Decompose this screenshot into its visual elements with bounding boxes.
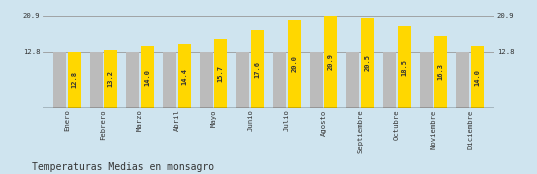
Text: 13.2: 13.2 [108,70,114,87]
Text: 14.0: 14.0 [144,69,150,86]
Bar [383,52,396,108]
Bar [178,45,191,108]
Bar [434,36,447,108]
Text: 15.7: 15.7 [218,65,224,82]
Bar [104,50,117,108]
Bar [471,46,484,108]
Bar [456,52,469,108]
Text: 12.8: 12.8 [71,71,77,88]
Bar [251,30,264,108]
Bar [273,52,286,108]
Bar [346,52,359,108]
Text: 20.5: 20.5 [365,54,371,71]
Text: 20.0: 20.0 [291,55,297,72]
Bar [53,52,66,108]
Bar [236,52,249,108]
Bar [163,52,176,108]
Text: 20.9: 20.9 [328,53,334,70]
Bar [141,46,154,108]
Bar [68,52,81,108]
Bar [288,20,301,108]
Bar [361,18,374,108]
Bar [126,52,139,108]
Bar [324,16,337,108]
Text: 14.0: 14.0 [475,69,481,86]
Bar [398,26,411,108]
Text: 17.6: 17.6 [255,61,260,78]
Text: 14.4: 14.4 [181,68,187,85]
Text: 16.3: 16.3 [438,64,444,81]
Bar [214,39,227,108]
Bar [90,52,103,108]
Text: 18.5: 18.5 [401,59,407,76]
Text: Temperaturas Medias en monsagro: Temperaturas Medias en monsagro [32,162,214,172]
Bar [310,52,323,108]
Bar [200,52,213,108]
Bar [420,52,433,108]
